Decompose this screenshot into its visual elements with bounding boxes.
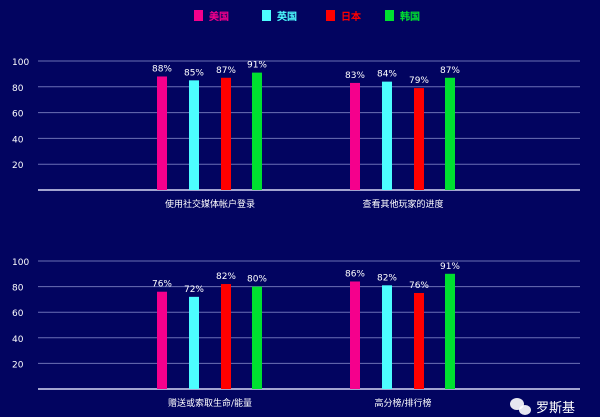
y-tick-label: 100 bbox=[12, 58, 29, 68]
data-label: 91% bbox=[440, 262, 460, 272]
x-category-label: 使用社交媒体帐户登录 bbox=[165, 198, 255, 210]
data-label: 87% bbox=[216, 66, 236, 76]
data-label: 83% bbox=[345, 71, 365, 81]
x-category-label: 查看其他玩家的进度 bbox=[362, 198, 443, 210]
wechat-icon bbox=[510, 398, 531, 415]
y-tick-label: 80 bbox=[12, 84, 24, 94]
y-tick-label: 20 bbox=[12, 360, 24, 370]
data-label: 84% bbox=[377, 70, 397, 80]
bar-chart-2: 20 40 60 80 100 76% 72% 82% 80% 赠送或索取生命/能量 86% 82% 7… bbox=[12, 258, 580, 409]
data-label: 79% bbox=[409, 76, 429, 86]
bar bbox=[189, 80, 199, 190]
data-label: 82% bbox=[377, 273, 397, 283]
x-category-label: 赠送或索取生命/能量 bbox=[168, 397, 252, 409]
legend-label: 日本 bbox=[341, 10, 362, 23]
bar bbox=[252, 72, 262, 190]
bar-chart-1: 20 40 60 80 100 88% 85% 87% 91% 使用社交媒体帐户登录 83% 84% 7… bbox=[12, 58, 580, 210]
y-tick-label: 100 bbox=[12, 258, 29, 268]
bar bbox=[414, 293, 424, 389]
legend-swatch bbox=[194, 10, 203, 21]
data-label: 82% bbox=[216, 272, 236, 282]
data-label: 88% bbox=[152, 64, 172, 74]
legend-swatch bbox=[262, 10, 271, 21]
bar bbox=[350, 82, 360, 190]
y-tick-label: 60 bbox=[12, 309, 24, 319]
bar bbox=[157, 291, 167, 389]
legend-label: 英国 bbox=[276, 10, 297, 23]
legend-swatch bbox=[326, 10, 335, 21]
bar bbox=[157, 76, 167, 190]
data-label: 80% bbox=[247, 275, 267, 285]
bar bbox=[221, 77, 231, 190]
data-label: 91% bbox=[247, 61, 267, 71]
legend-label: 韩国 bbox=[400, 10, 420, 23]
bar bbox=[252, 286, 262, 389]
bar bbox=[445, 77, 455, 190]
bar bbox=[382, 285, 392, 389]
bar bbox=[189, 296, 199, 389]
data-label: 87% bbox=[440, 66, 460, 76]
x-category-label: 高分榜/排行榜 bbox=[374, 397, 431, 409]
bar bbox=[221, 284, 231, 389]
legend-swatch bbox=[385, 10, 394, 21]
y-tick-label: 20 bbox=[12, 161, 24, 171]
bar bbox=[414, 88, 424, 190]
data-label: 76% bbox=[409, 281, 429, 291]
data-label: 76% bbox=[152, 280, 172, 290]
watermark-text: 罗斯基 bbox=[536, 401, 575, 416]
bar bbox=[350, 281, 360, 389]
y-tick-label: 40 bbox=[12, 135, 24, 145]
y-tick-label: 40 bbox=[12, 335, 24, 345]
data-label: 85% bbox=[184, 68, 204, 78]
watermark: 罗斯基 bbox=[510, 398, 575, 416]
legend: 美国 英国 日本 韩国 bbox=[194, 10, 420, 23]
y-tick-label: 80 bbox=[12, 284, 24, 294]
data-label: 86% bbox=[345, 269, 365, 279]
y-tick-label: 60 bbox=[12, 110, 24, 120]
bar bbox=[445, 273, 455, 389]
data-label: 72% bbox=[184, 285, 204, 295]
bar bbox=[382, 81, 392, 190]
legend-label: 美国 bbox=[209, 10, 229, 23]
